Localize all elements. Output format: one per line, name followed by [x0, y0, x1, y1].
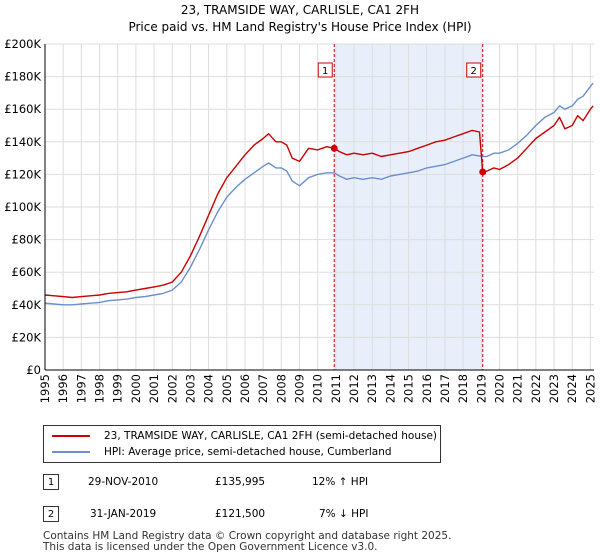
sale-marker-box [466, 62, 482, 78]
x-tick-label: 2013 [365, 374, 379, 403]
y-tick-label: £120K [4, 167, 41, 181]
y-tick-label: £0 [26, 363, 41, 377]
legend-item-property: 23, TRAMSIDE WAY, CARLISLE, CA1 2FH (sem… [52, 428, 437, 444]
sale-marker-box [317, 62, 333, 78]
sale-marker-dot [479, 168, 487, 176]
transaction-number: 1 [43, 474, 59, 490]
x-tick-label: 2020 [492, 374, 506, 403]
legend-label-hpi: HPI: Average price, semi-detached house,… [104, 446, 392, 458]
y-tick-label: £40K [12, 298, 42, 312]
transaction-date: 31-JAN-2019 [90, 508, 157, 520]
x-tick-label: 2008 [274, 374, 288, 403]
transaction-date: 29-NOV-2010 [88, 476, 159, 488]
sale-marker-dot [330, 144, 338, 152]
y-tick-label: £140K [4, 135, 41, 149]
x-tick-label: 2000 [129, 374, 143, 403]
x-tick-label: 2018 [456, 374, 470, 403]
footer-line1: Contains HM Land Registry data © Crown c… [43, 530, 452, 542]
x-tick-label: 2015 [402, 374, 416, 403]
chart-title: 23, TRAMSIDE WAY, CARLISLE, CA1 2FH Pric… [0, 2, 600, 36]
x-tick-label: 2002 [165, 374, 179, 403]
transaction-price: £135,995 [215, 476, 266, 488]
y-tick-label: £80K [12, 233, 42, 247]
x-tick-label: 2005 [220, 374, 234, 403]
y-tick-label: £160K [4, 102, 41, 116]
transaction-price: £121,500 [215, 508, 266, 520]
x-tick-label: 1997 [74, 374, 88, 403]
x-tick-label: 2009 [293, 374, 307, 403]
x-tick-label: 2012 [347, 374, 361, 403]
x-tick-label: 2004 [202, 374, 216, 403]
x-tick-label: 2021 [511, 374, 525, 403]
x-tick-label: 2011 [329, 374, 343, 403]
transaction-hpi-change: 7% ↓ HPI [319, 508, 369, 520]
chart-title-line1: 23, TRAMSIDE WAY, CARLISLE, CA1 2FH [180, 3, 420, 17]
hpi-line [44, 82, 594, 306]
transaction-row: 1 29-NOV-2010 £135,995 12% ↑ HPI [43, 473, 368, 491]
y-tick-label: £100K [4, 200, 41, 214]
x-tick-label: 2022 [529, 374, 543, 403]
footer: Contains HM Land Registry data © Crown c… [43, 531, 451, 553]
x-tick-label: 1996 [56, 374, 70, 403]
price-chart: £0 £20K £40K £60K £80K £100K £120K £140K £160K £1… [4, 37, 597, 403]
x-tick-label: 2023 [547, 374, 561, 403]
y-tick-label: £180K [4, 70, 41, 84]
x-tick-label: 1998 [93, 374, 107, 403]
legend-item-hpi: HPI: Average price, semi-detached house,… [52, 444, 392, 460]
x-tick-label: 2007 [256, 374, 270, 403]
legend-swatch-hpi [52, 451, 90, 453]
legend: 23, TRAMSIDE WAY, CARLISLE, CA1 2FH (sem… [43, 425, 441, 463]
x-tick-label: 2001 [147, 374, 161, 403]
x-tick-label: 1999 [111, 374, 125, 403]
y-tick-label: £200K [4, 37, 41, 51]
chart-title-line2: Price paid vs. HM Land Registry's House … [128, 20, 472, 34]
y-tick-label: £60K [12, 265, 42, 279]
x-tick-label: 2014 [383, 374, 397, 403]
x-tick-label: 1995 [38, 374, 52, 403]
footer-line2: This data is licensed under the Open Gov… [43, 541, 378, 553]
x-tick-label: 2016 [420, 374, 434, 403]
transaction-row: 2 31-JAN-2019 £121,500 7% ↓ HPI [43, 505, 368, 523]
property-price-line [44, 105, 594, 299]
sale-marker-label: 1 [322, 66, 328, 77]
x-tick-label: 2003 [183, 374, 197, 403]
x-tick-label: 2024 [565, 374, 579, 403]
legend-swatch-property [52, 435, 90, 437]
x-tick-label: 2017 [438, 374, 452, 403]
transaction-hpi-change: 12% ↑ HPI [312, 476, 369, 488]
x-tick-label: 2006 [238, 374, 252, 403]
sale-marker-label: 2 [471, 66, 477, 77]
y-tick-label: £20K [12, 330, 42, 344]
x-tick-label: 2025 [583, 374, 597, 403]
legend-label-property: 23, TRAMSIDE WAY, CARLISLE, CA1 2FH (sem… [104, 430, 438, 442]
x-tick-label: 2019 [474, 374, 488, 403]
x-tick-label: 2010 [311, 374, 325, 403]
transaction-number: 2 [43, 506, 59, 522]
